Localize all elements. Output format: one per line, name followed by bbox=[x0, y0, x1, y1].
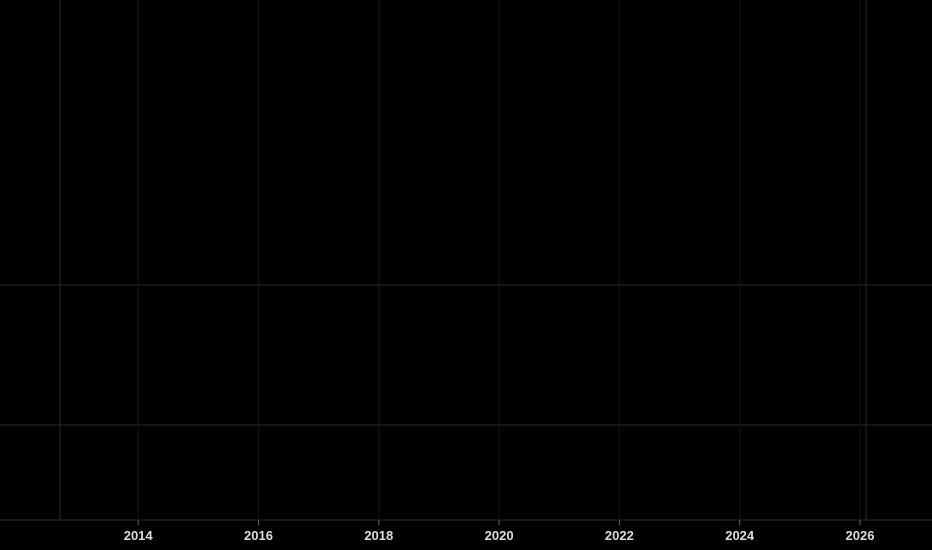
x-tick-label: 2020 bbox=[485, 528, 514, 543]
x-tick-label: 2016 bbox=[244, 528, 273, 543]
x-tick-label: 2014 bbox=[124, 528, 154, 543]
x-tick-label: 2026 bbox=[846, 528, 875, 543]
x-tick-label: 2024 bbox=[725, 528, 755, 543]
x-tick-label: 2022 bbox=[605, 528, 634, 543]
x-tick-label: 2018 bbox=[364, 528, 393, 543]
